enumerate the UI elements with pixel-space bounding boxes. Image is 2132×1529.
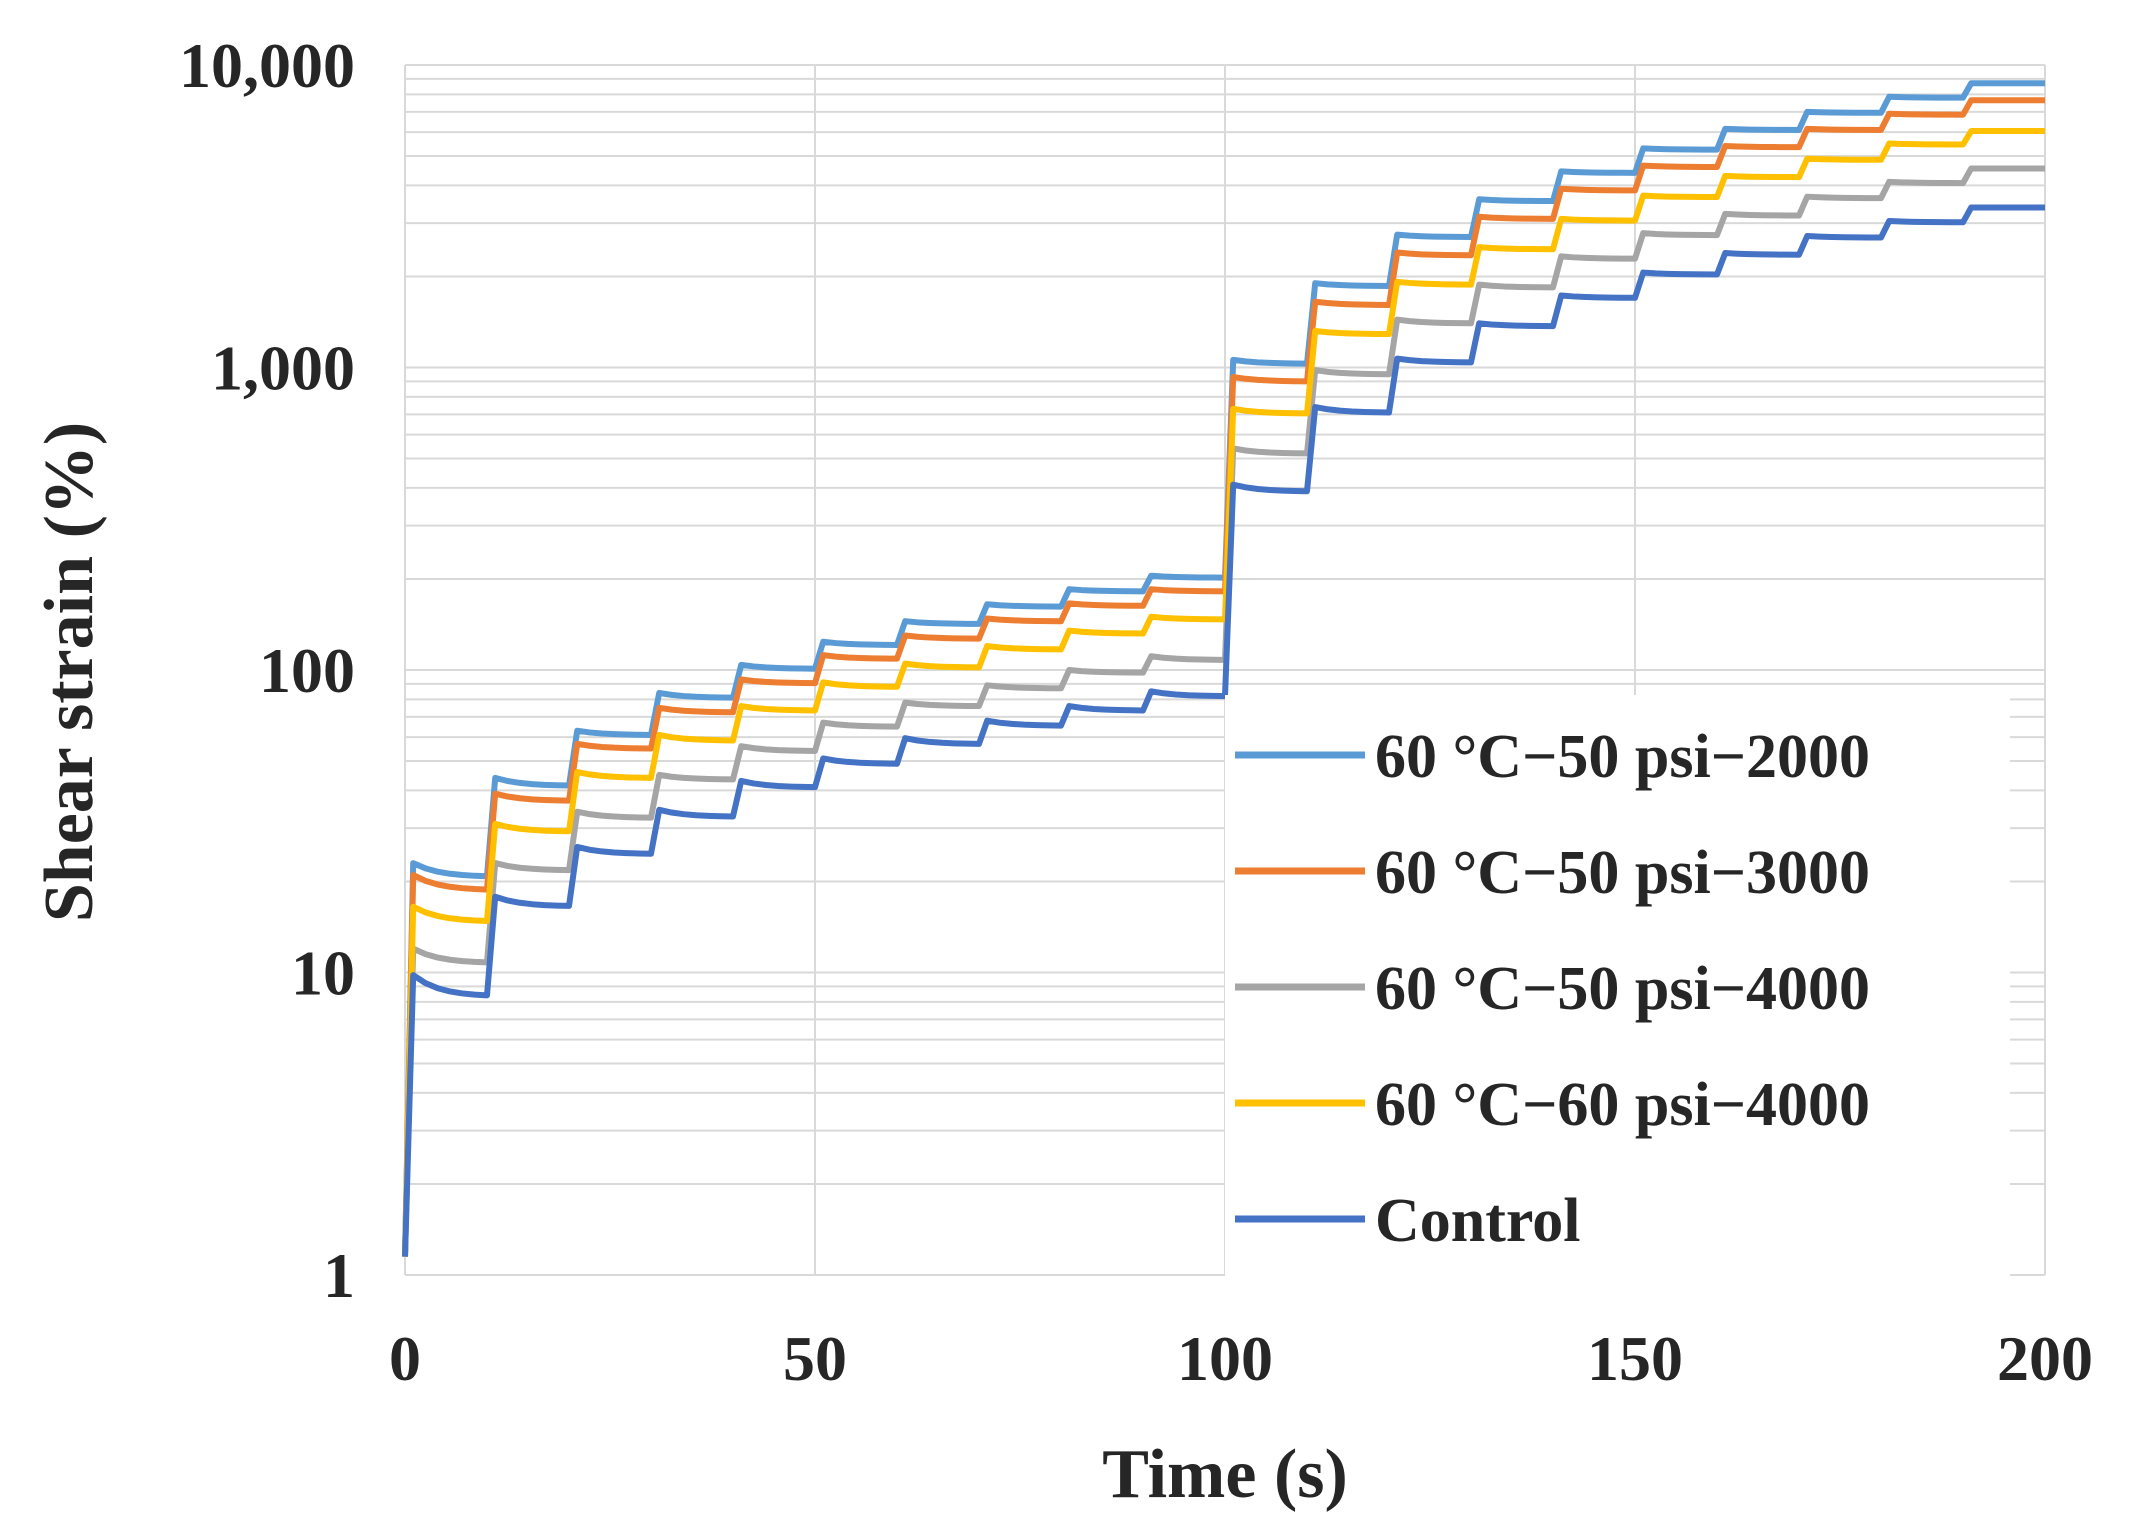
tick-labels: 0 50 100 150 200 1 10 100 1,000 10,000: [179, 30, 2093, 1394]
legend-label: 60 °C−50 psi−2000: [1375, 723, 1870, 791]
x-axis-title: Time (s): [1102, 1436, 1348, 1513]
legend: 60 °C−50 psi−2000 60 °C−50 psi−3000 60 °C−…: [1235, 723, 1870, 1255]
x-tick-label: 150: [1587, 1323, 1683, 1394]
x-tick-label: 100: [1177, 1323, 1273, 1394]
y-tick-label: 1: [323, 1240, 355, 1311]
y-tick-label: 1,000: [211, 333, 355, 404]
y-axis-title: Shear strain (%): [31, 422, 108, 922]
legend-label: 60 °C−50 psi−4000: [1375, 955, 1870, 1023]
y-tick-label: 100: [259, 635, 355, 706]
y-tick-label: 10,000: [179, 30, 355, 101]
x-tick-label: 0: [389, 1323, 421, 1394]
legend-label: Control: [1375, 1187, 1581, 1255]
legend-label: 60 °C−60 psi−4000: [1375, 1071, 1870, 1139]
x-tick-label: 200: [1997, 1323, 2093, 1394]
legend-label: 60 °C−50 psi−3000: [1375, 839, 1870, 907]
y-tick-label: 10: [291, 938, 355, 1009]
x-tick-label: 50: [783, 1323, 847, 1394]
